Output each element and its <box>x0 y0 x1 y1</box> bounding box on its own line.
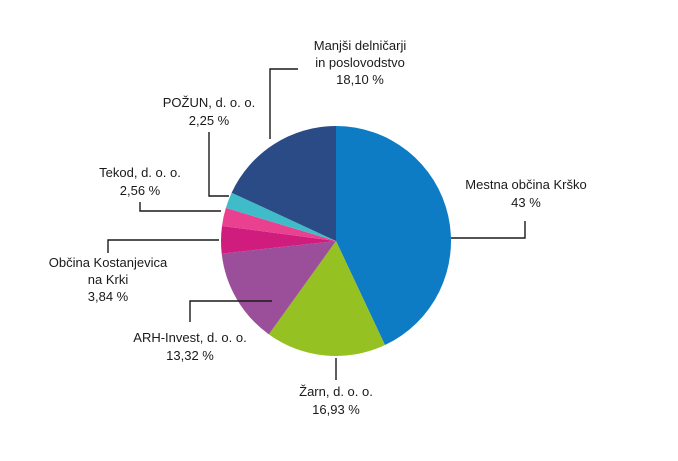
slice-value: 2,56 % <box>120 183 161 198</box>
pie-slice-2 <box>221 241 336 335</box>
pie-slice-1 <box>268 241 385 357</box>
label-obcina-kostanjevica: Občina Kostanjevica na Krki 3,84 % <box>49 255 168 304</box>
pie-slices <box>220 125 452 357</box>
leader-line-3 <box>107 239 219 253</box>
leader-line-0 <box>451 221 526 239</box>
slice-label: Tekod, d. o. o. <box>99 165 181 180</box>
leader-line-2 <box>189 300 272 322</box>
slice-label: Mestna občina Krško <box>465 177 586 192</box>
label-mestna-obcina-krsko: Mestna občina Krško 43 % <box>465 177 586 210</box>
slice-label-line2: in poslovodstvo <box>315 55 405 70</box>
leader-line-4 <box>139 202 221 212</box>
label-arh-invest: ARH-Invest, d. o. o. 13,32 % <box>133 330 246 363</box>
pie-slice-4 <box>221 207 336 241</box>
pie-slice-6 <box>231 125 336 241</box>
pie-slice-5 <box>225 192 336 241</box>
pie-slice-0 <box>336 126 452 346</box>
slice-value: 18,10 % <box>336 72 384 87</box>
slice-value: 43 % <box>511 195 541 210</box>
leader-line-5 <box>208 132 229 197</box>
slice-value: 13,32 % <box>166 348 214 363</box>
label-zarn: Žarn, d. o. o. 16,93 % <box>299 384 373 417</box>
label-tekod: Tekod, d. o. o. 2,56 % <box>99 165 181 198</box>
slice-label-line2: na Krki <box>88 272 129 287</box>
leader-lines <box>107 68 526 380</box>
slice-label-line1: Manjši delničarji <box>314 38 407 53</box>
label-pozun: POŽUN, d. o. o. 2,25 % <box>163 95 255 128</box>
pie-slice-3 <box>220 225 336 254</box>
slice-label-line1: Občina Kostanjevica <box>49 255 168 270</box>
leader-line-6 <box>269 68 298 139</box>
slice-value: 3,84 % <box>88 289 129 304</box>
slice-label: ARH-Invest, d. o. o. <box>133 330 246 345</box>
label-manjsi-delnicarji: Manjši delničarji in poslovodstvo 18,10 … <box>314 38 407 87</box>
slice-label: Žarn, d. o. o. <box>299 384 373 399</box>
slice-value: 16,93 % <box>312 402 360 417</box>
slice-value: 2,25 % <box>189 113 230 128</box>
slice-label: POŽUN, d. o. o. <box>163 95 255 110</box>
